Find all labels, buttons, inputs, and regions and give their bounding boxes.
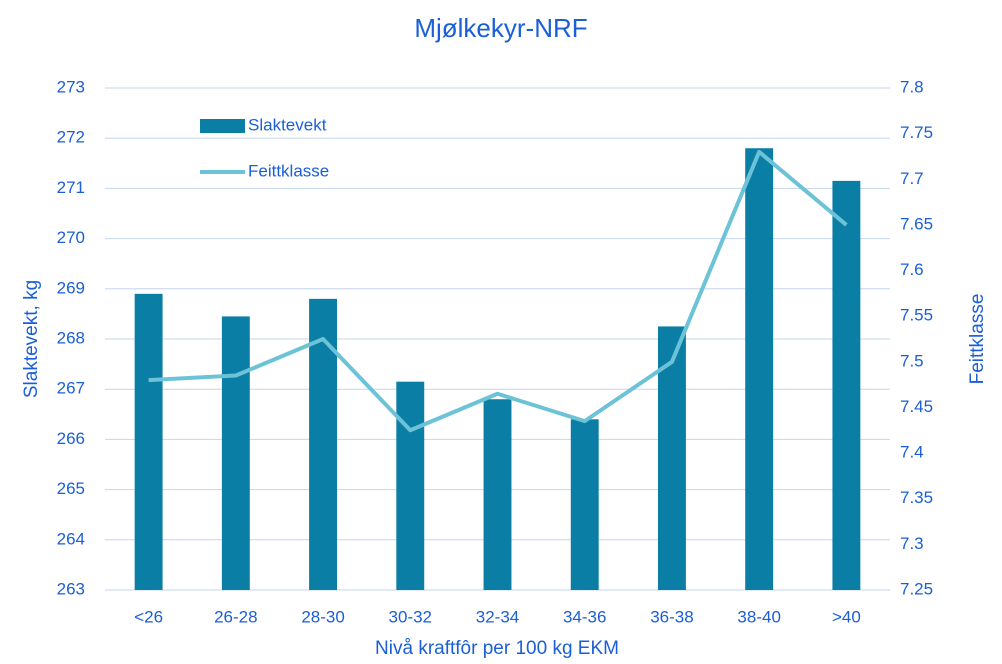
line — [148, 149, 848, 433]
x-tick-label: <26 — [134, 607, 163, 626]
y2-tick-label: 7.3 — [900, 534, 924, 553]
bar — [570, 419, 599, 590]
bar — [657, 326, 686, 590]
bar — [396, 381, 425, 590]
y2-tick-label: 7.65 — [900, 214, 933, 233]
legend-label: Slaktevekt — [248, 115, 327, 134]
bar — [745, 148, 774, 591]
y2-tick-label: 7.25 — [900, 579, 933, 598]
y-tick-label: 271 — [57, 178, 85, 197]
y2-tick-label: 7.55 — [900, 306, 933, 325]
y-tick-label: 273 — [57, 77, 85, 96]
x-tick-label: 34-36 — [563, 607, 606, 626]
y-tick-label: 269 — [57, 278, 85, 297]
x-tick-label: 26-28 — [214, 607, 257, 626]
y2-tick-label: 7.35 — [900, 488, 933, 507]
y-tick-label: 267 — [57, 379, 85, 398]
x-tick-label: 38-40 — [737, 607, 780, 626]
y-tick-label: 270 — [57, 228, 85, 247]
y2-tick-label: 7.75 — [900, 123, 933, 142]
y2-tick-label: 7.4 — [900, 443, 924, 462]
y2-axis-label: Feittklasse — [967, 294, 988, 385]
bar — [221, 316, 250, 590]
y2-tick-label: 7.6 — [900, 260, 924, 279]
chart-title: Mjølkekyr-NRF — [414, 13, 587, 43]
y2-tick-label: 7.5 — [900, 351, 924, 370]
y-axis-label: Slaktevekt, kg — [21, 280, 42, 398]
y-tick-label: 265 — [57, 479, 85, 498]
y-tick-label: 266 — [57, 429, 85, 448]
x-tick-label: 32-34 — [476, 607, 519, 626]
legend-label: Feittklasse — [248, 161, 329, 180]
legend-swatch — [200, 119, 245, 133]
bar — [134, 293, 163, 590]
y2-tick-label: 7.7 — [900, 169, 924, 188]
y-tick-label: 263 — [57, 579, 85, 598]
y2-tick-label: 7.45 — [900, 397, 933, 416]
x-tick-label: >40 — [832, 607, 861, 626]
y2-tick-label: 7.8 — [900, 77, 924, 96]
y-tick-label: 264 — [57, 529, 85, 548]
bar — [483, 399, 512, 590]
x-tick-label: 36-38 — [650, 607, 693, 626]
x-axis-label: Nivå kraftfôr per 100 kg EKM — [375, 638, 619, 659]
y-tick-label: 272 — [57, 128, 85, 147]
y-tick-label: 268 — [57, 328, 85, 347]
x-tick-label: 30-32 — [389, 607, 432, 626]
bar — [832, 180, 861, 590]
x-tick-label: 28-30 — [301, 607, 344, 626]
